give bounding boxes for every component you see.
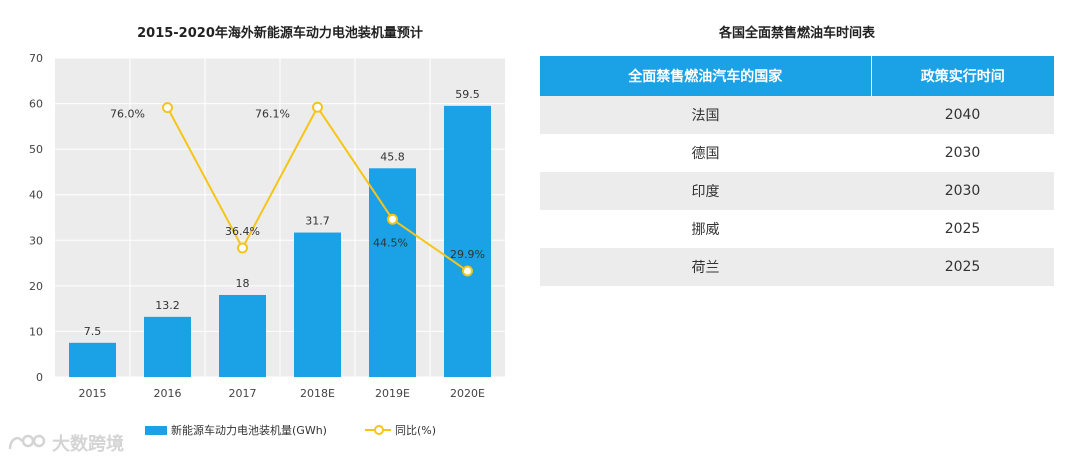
yoy-point [462,265,473,277]
brand-logo-icon [8,434,46,450]
bar [369,168,416,377]
cell-year: 2030 [871,172,1054,210]
table-row: 挪威 2025 [540,210,1054,248]
y-tick-label: 70 [29,52,43,65]
bar [294,232,341,377]
chart-legend: 新能源车动力电池装机量(GWh) 同比(%) [145,422,474,438]
table-header-row: 全面禁售燃油汽车的国家 政策实行时间 [540,56,1054,96]
yoy-value-label: 44.5% [373,236,408,249]
x-tick-label: 2017 [229,387,257,400]
legend-item-bars: 新能源车动力电池装机量(GWh) [145,422,327,438]
y-tick-label: 20 [29,280,43,293]
table-row: 法国 2040 [540,96,1054,134]
cell-country: 印度 [540,172,872,210]
x-tick-label: 2020E [450,387,485,400]
y-tick-label: 30 [29,234,43,247]
legend-label-bars: 新能源车动力电池装机量(GWh) [171,424,327,437]
header-year: 政策实行时间 [871,56,1054,96]
legend-item-line: 同比(%) [364,422,437,438]
x-tick-label: 2015 [79,387,107,400]
x-tick-label: 2016 [154,387,182,400]
watermark: 大数跨境 [6,430,124,456]
yoy-point [387,213,398,225]
y-tick-label: 40 [29,189,43,202]
ban-schedule-table: 全面禁售燃油汽车的国家 政策实行时间 法国 2040 德国 2030 印度 20… [540,56,1054,286]
cell-year: 2030 [871,134,1054,172]
cell-country: 荷兰 [540,248,872,286]
bar-value-label: 59.5 [455,88,480,101]
y-tick-label: 50 [29,143,43,156]
bar [444,105,491,377]
legend-label-line: 同比(%) [394,424,437,437]
legend-swatch-bar [145,425,167,435]
yoy-value-label: 29.9% [450,248,485,261]
y-tick-label: 10 [29,325,43,338]
yoy-point [312,101,323,113]
combo-chart: 0 10 20 30 40 50 60 70 7.5 13.2 18 31.7 45.8 59.5 2015… [29,52,505,400]
cell-country: 法国 [540,96,872,134]
bar-value-label: 7.5 [84,325,102,338]
table-row: 德国 2030 [540,134,1054,172]
cell-year: 2040 [871,96,1054,134]
bar-value-label: 45.8 [380,150,405,163]
cell-country: 挪威 [540,210,872,248]
bar-value-label: 31.7 [305,215,330,228]
y-tick-label: 60 [29,98,43,111]
bar [144,316,191,377]
bar-value-label: 18 [236,277,250,290]
legend-swatch-line [364,425,391,435]
watermark-text: 大数跨境 [52,434,124,455]
x-tick-label: 2018E [300,387,335,400]
bar [219,294,266,377]
x-tick-label: 2019E [375,387,410,400]
yoy-value-label: 76.1% [255,107,290,120]
cell-year: 2025 [871,210,1054,248]
chart-title: 2015-2020年海外新能源车动力电池装机量预计 [137,26,423,41]
cell-country: 德国 [540,134,872,172]
yoy-value-label: 36.4% [225,225,260,238]
table-row: 印度 2030 [540,172,1054,210]
y-tick-label: 0 [36,371,43,384]
yoy-point [162,102,173,114]
bar-value-label: 13.2 [155,299,180,312]
table-row: 荷兰 2025 [540,248,1054,286]
yoy-point [237,242,248,254]
header-country: 全面禁售燃油汽车的国家 [540,56,872,96]
bar [69,342,116,377]
table-title: 各国全面禁售燃油车时间表 [718,26,875,41]
cell-year: 2025 [871,248,1054,286]
yoy-value-label: 76.0% [110,108,145,121]
